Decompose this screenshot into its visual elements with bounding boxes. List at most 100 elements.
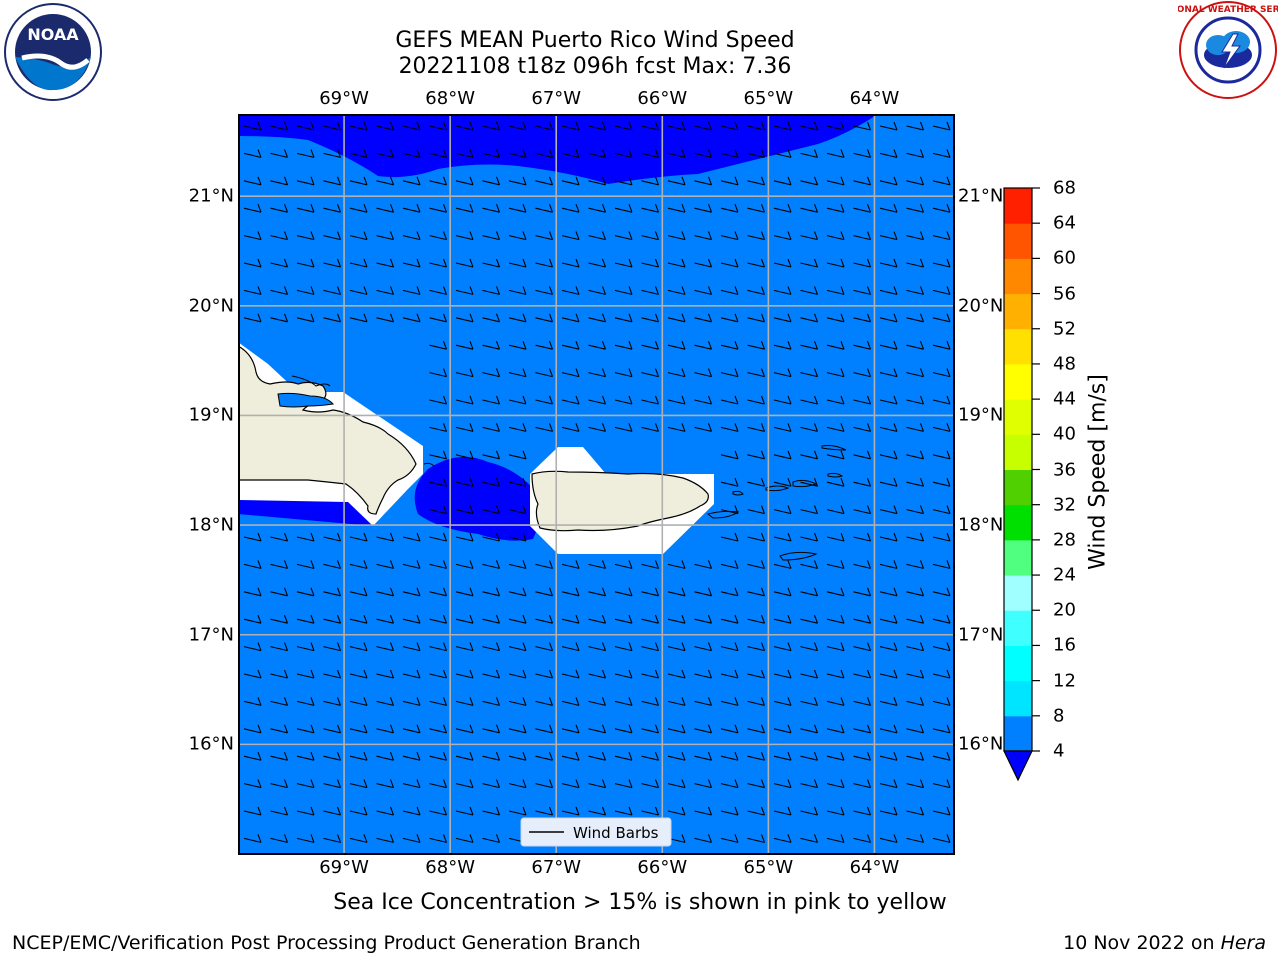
wind-barb (747, 615, 766, 624)
colorbar-segment (1004, 399, 1032, 435)
wind-barb (641, 806, 660, 816)
wind-barb (270, 615, 289, 624)
wind-barb (800, 505, 819, 515)
wind-barb (853, 724, 872, 734)
wind-barb (720, 779, 739, 789)
wind-barb (800, 176, 819, 186)
wind-barb (800, 779, 819, 789)
wind-barb (349, 204, 368, 213)
wind-barb (349, 587, 368, 597)
wind-barb (720, 587, 739, 597)
wind-barb (455, 806, 474, 816)
wind-barb (826, 505, 845, 515)
wind-barb (800, 423, 819, 432)
wind-barb (455, 313, 474, 323)
wind-barb (853, 423, 872, 432)
wind-barb (694, 423, 713, 432)
wind-barb (402, 834, 421, 843)
wind-barb (270, 149, 289, 158)
colorbar-tick-label: 8 (1053, 705, 1065, 727)
wind-barb (667, 615, 686, 624)
wind-barb (800, 697, 819, 706)
wind-barb (694, 395, 713, 405)
wind-barb (535, 176, 554, 186)
noaa-logo-text: NOAA (27, 25, 79, 44)
wind-barb (402, 560, 421, 569)
wind-barb (429, 231, 448, 241)
wind-barb (376, 231, 395, 241)
colorbar-segment (1004, 645, 1032, 682)
wind-barb (826, 587, 845, 597)
wind-barb (455, 532, 474, 542)
wind-barb (667, 779, 686, 789)
wind-barb (270, 560, 289, 569)
wind-barb (296, 752, 315, 761)
wind-barb (243, 121, 262, 131)
wind-barb (932, 231, 951, 241)
wind-barb (853, 615, 872, 624)
wind-barb (932, 587, 951, 597)
wind-barb (826, 149, 845, 158)
wind-barb (614, 724, 633, 734)
wind-barb (349, 697, 368, 706)
wind-barb (614, 697, 633, 706)
wind-barb (853, 313, 872, 323)
colorbar-segment (1004, 363, 1032, 400)
wind-barb (826, 231, 845, 241)
wind-barb (349, 834, 368, 843)
wind-barb (588, 395, 607, 405)
wind-barb (800, 121, 819, 131)
wind-barb (243, 532, 262, 542)
wind-barb (879, 149, 898, 158)
wind-barb (455, 368, 474, 378)
wind-barb (588, 368, 607, 378)
anegada-island (827, 472, 844, 478)
wind-barb (376, 560, 395, 569)
wind-barb (349, 615, 368, 624)
wind-barb (906, 587, 925, 597)
wind-barb (508, 615, 527, 624)
wind-barb (535, 313, 554, 323)
wind-barb (800, 368, 819, 378)
wind-barb (826, 395, 845, 405)
wind-barb (932, 642, 951, 652)
wind-barb (853, 505, 872, 515)
wind-barb (429, 806, 448, 816)
wind-barb (641, 368, 660, 378)
lat-tick-left: 19°N (188, 404, 234, 426)
wind-barb (879, 806, 898, 816)
wind-barb (906, 176, 925, 186)
wind-barb (773, 532, 792, 542)
wind-barb (641, 313, 660, 323)
wind-barb (879, 587, 898, 597)
wind-barb (694, 587, 713, 597)
wind-barb (482, 231, 501, 241)
wind-barb (720, 341, 739, 350)
wind-barb (588, 313, 607, 323)
wind-barb (296, 615, 315, 624)
st-croix-island (779, 551, 818, 561)
wind-barb (614, 176, 633, 186)
wind-barb (296, 204, 315, 213)
wind-barb (482, 779, 501, 789)
wind-barb (747, 341, 766, 350)
wind-barb (800, 615, 819, 624)
wind-barb (906, 752, 925, 761)
wind-barb (641, 587, 660, 597)
wind-barb (747, 724, 766, 734)
wind-barb (482, 121, 501, 131)
wind-barb (349, 176, 368, 186)
wind-barb (270, 313, 289, 323)
wind-barb (270, 669, 289, 679)
wind-barb (402, 149, 421, 158)
wind-barb (614, 587, 633, 597)
wind-barb (376, 258, 395, 268)
wind-barb (932, 724, 951, 734)
wind-barb (323, 587, 342, 597)
wind-barb (773, 121, 792, 131)
wind-barb (561, 615, 580, 624)
wind-barb (349, 313, 368, 323)
wind-barb (694, 615, 713, 624)
wind-barb (641, 286, 660, 295)
wind-barb (773, 149, 792, 158)
